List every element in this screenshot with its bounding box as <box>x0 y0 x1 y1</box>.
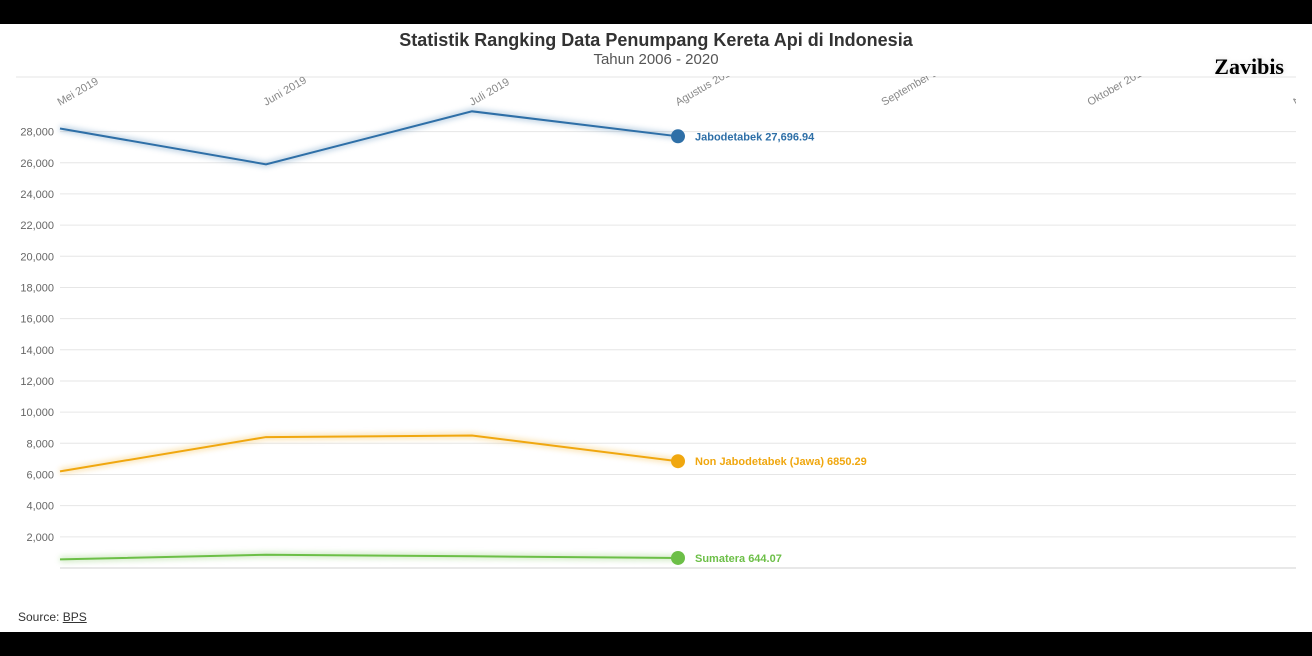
source-prefix: Source: <box>18 610 59 624</box>
y-tick-label: 8,000 <box>26 438 54 450</box>
source-link[interactable]: BPS <box>63 610 87 624</box>
y-tick-label: 12,000 <box>20 376 54 388</box>
y-tick-label: 20,000 <box>20 251 54 263</box>
letterbox-bottom <box>0 632 1312 656</box>
x-tick-label: Mei 2019 <box>56 76 101 109</box>
x-tick-label: Oktober 2019 <box>1086 76 1150 109</box>
line-chart-svg: 2,000 4,000 6,000 8,000 10,000 12,000 14,000 16… <box>16 76 1296 592</box>
chart-area: 2,000 4,000 6,000 8,000 10,000 12,000 14,000 16… <box>16 76 1296 592</box>
y-tick-label: 6,000 <box>26 469 54 481</box>
y-tick-label: 22,000 <box>20 220 54 232</box>
series-end-marker <box>671 551 685 565</box>
chart-stage: Statistik Rangking Data Penumpang Kereta… <box>0 24 1312 632</box>
series-line <box>60 111 678 164</box>
y-tick-label: 28,000 <box>20 127 54 139</box>
y-tick-label: 26,000 <box>20 158 54 170</box>
x-tick-label: Juni 2019 <box>262 76 309 109</box>
y-tick-label: 18,000 <box>20 282 54 294</box>
y-tick-label: 2,000 <box>26 532 54 544</box>
y-tick-label: 14,000 <box>20 345 54 357</box>
series-end-marker <box>671 129 685 143</box>
y-tick-label: 10,000 <box>20 407 54 419</box>
series-end-marker <box>671 454 685 468</box>
letterbox-top <box>0 0 1312 24</box>
x-tick-label: Juli 2019 <box>468 76 512 108</box>
x-tick-label: Agustus 2019 <box>674 76 738 109</box>
chart-subtitle: Tahun 2006 - 2020 <box>0 51 1312 68</box>
title-block: Statistik Rangking Data Penumpang Kereta… <box>0 24 1312 68</box>
series-end-label: Non Jabodetabek (Jawa) 6850.29 <box>695 456 867 468</box>
x-tick-label: September 2019 <box>880 76 956 109</box>
x-tick-label: November 2019 <box>1292 76 1297 109</box>
source-attribution: Source: BPS <box>18 610 87 624</box>
chart-title: Statistik Rangking Data Penumpang Kereta… <box>0 30 1312 51</box>
series-end-label: Sumatera 644.07 <box>695 553 782 565</box>
y-tick-label: 4,000 <box>26 501 54 513</box>
series-end-label: Jabodetabek 27,696.94 <box>695 131 815 143</box>
y-tick-label: 16,000 <box>20 314 54 326</box>
y-tick-label: 24,000 <box>20 189 54 201</box>
